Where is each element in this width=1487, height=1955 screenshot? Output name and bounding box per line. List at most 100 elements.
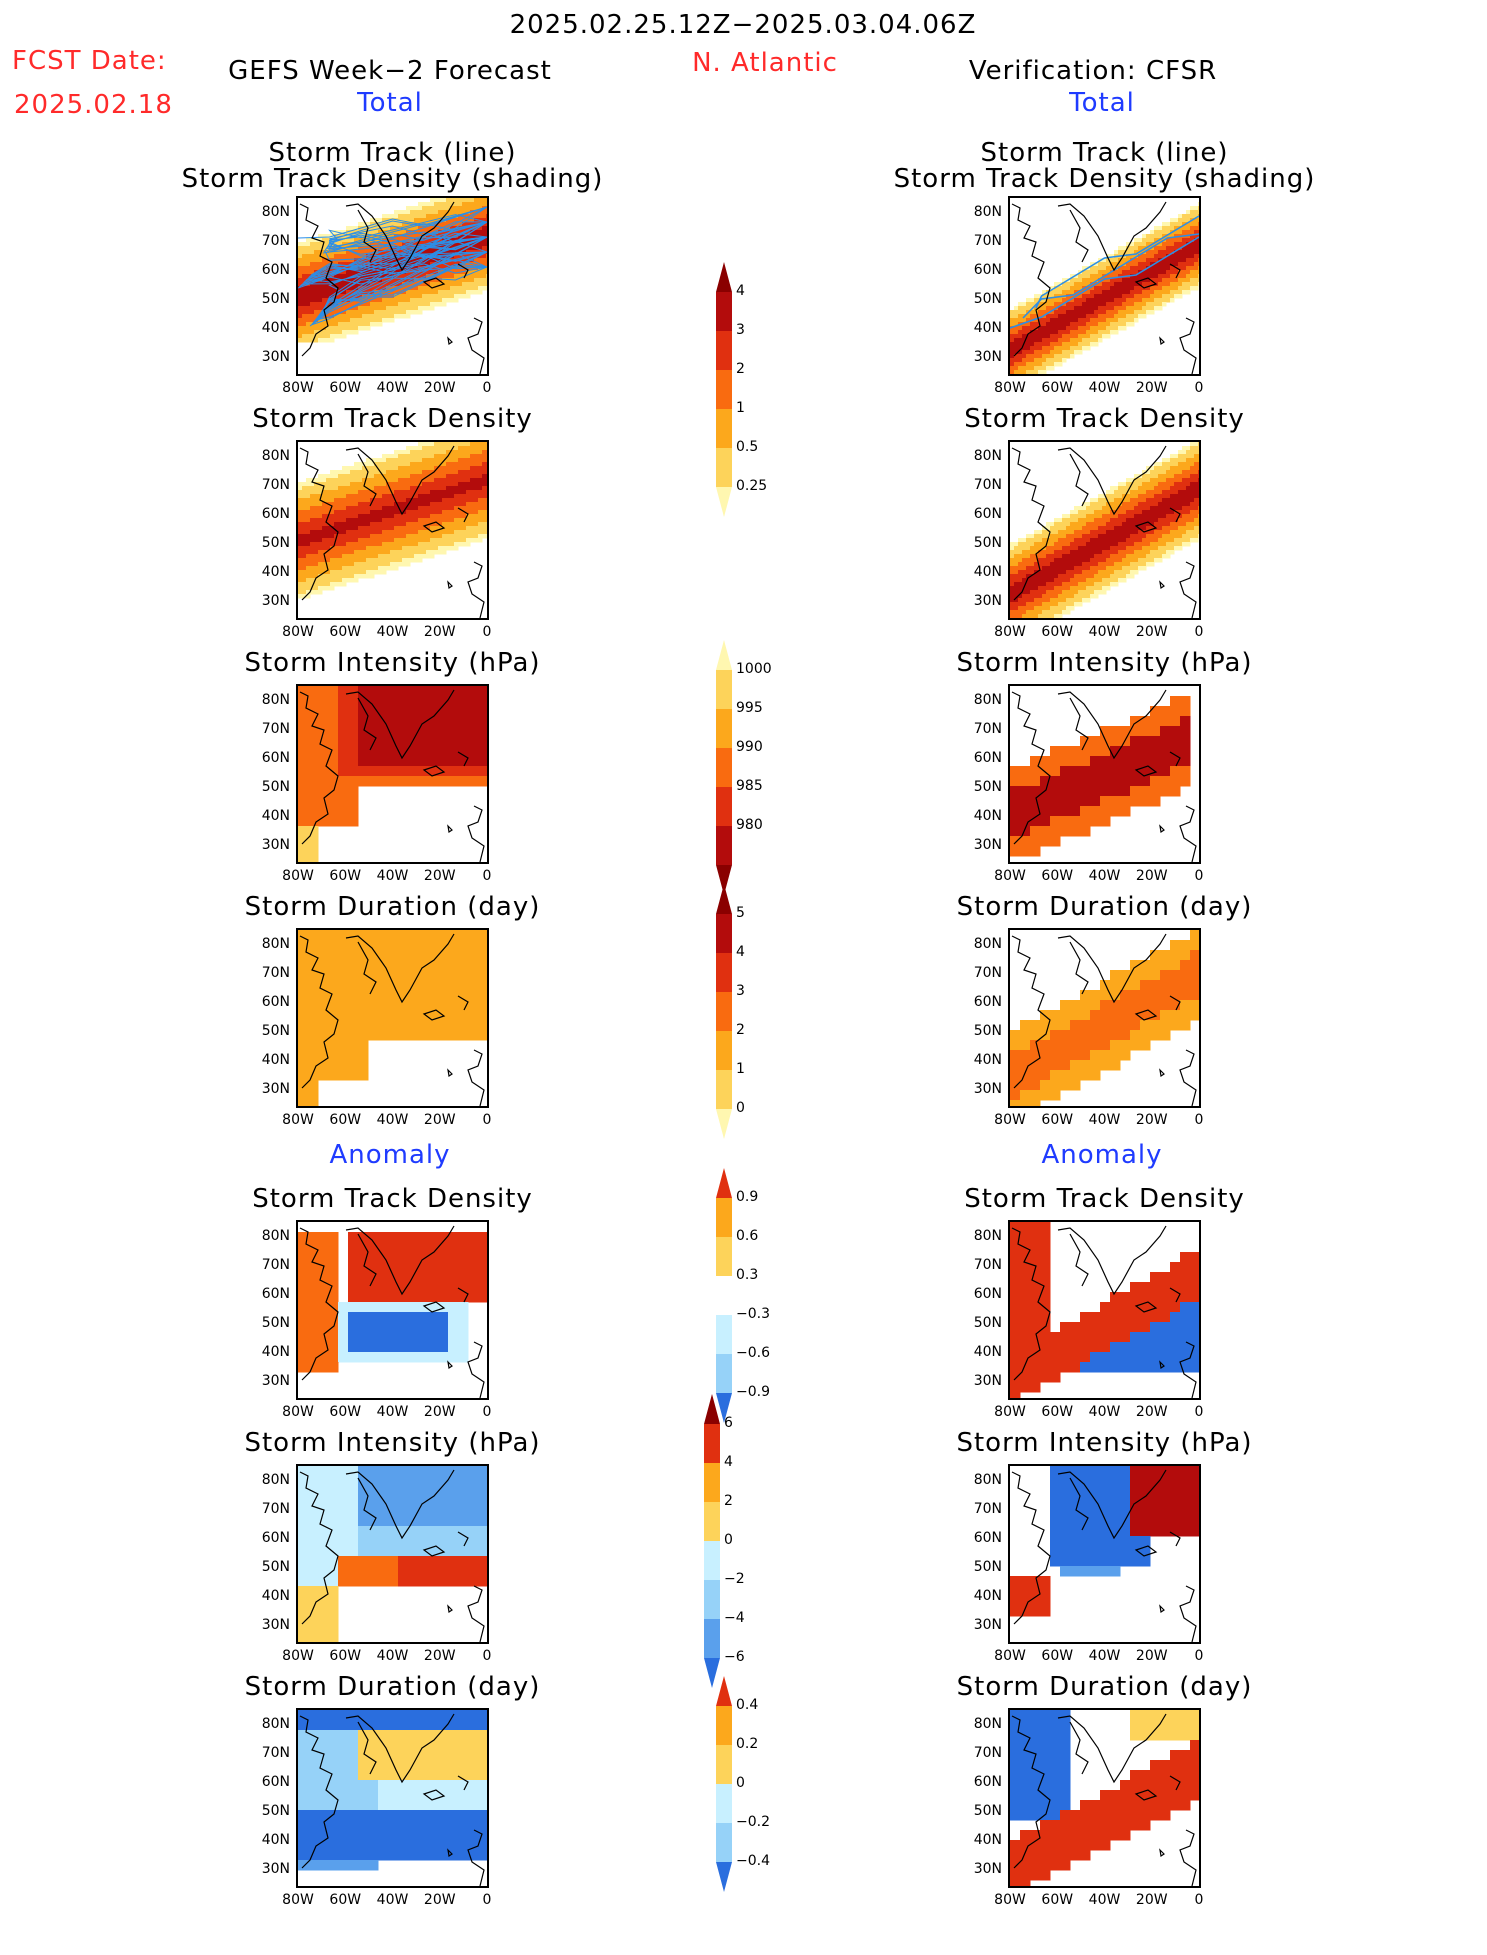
lat-tick-label: 50N — [246, 779, 290, 795]
colorbar-tick-label: 2 — [736, 1022, 745, 1038]
lat-tick-label: 60N — [958, 506, 1002, 522]
shading-layer — [1010, 1710, 1199, 1886]
lon-tick-label: 20W — [1136, 1112, 1168, 1128]
coastline — [1160, 338, 1164, 344]
lon-tick-label: 60W — [1041, 868, 1073, 884]
lat-tick-label: 80N — [958, 204, 1002, 220]
lon-tick-label: 80W — [282, 1648, 314, 1664]
lon-tick-label: 0 — [1195, 1404, 1204, 1420]
lon-tick-label: 20W — [424, 1112, 456, 1128]
lat-tick-label: 50N — [246, 535, 290, 551]
lon-tick-label: 80W — [994, 624, 1026, 640]
coastline — [468, 806, 484, 862]
lat-tick-label: 70N — [246, 477, 290, 493]
panel-title: Storm Track Density — [252, 404, 533, 434]
colorbar-tick-label: 980 — [736, 817, 763, 833]
colorbar-tick-label: −0.6 — [736, 1345, 770, 1361]
lat-tick-label: 60N — [246, 506, 290, 522]
lat-tick-label: 40N — [246, 1052, 290, 1068]
region-title: N. Atlantic — [692, 48, 838, 78]
lat-tick-label: 80N — [246, 1716, 290, 1732]
verification-aintensity-map — [1008, 1464, 1201, 1644]
lon-tick-label: 0 — [483, 1648, 492, 1664]
coastline — [468, 318, 484, 374]
lon-tick-label: 60W — [329, 380, 361, 396]
lat-tick-label: 70N — [958, 965, 1002, 981]
lon-tick-label: 80W — [282, 868, 314, 884]
coastline — [1180, 1830, 1196, 1886]
verification-title: Verification: CFSR — [969, 56, 1217, 86]
shading-layer — [298, 930, 487, 1106]
colorbar-tick-label: 4 — [736, 283, 745, 299]
lat-tick-label: 30N — [958, 349, 1002, 365]
lon-tick-label: 40W — [377, 1112, 409, 1128]
lat-tick-label: 50N — [958, 1803, 1002, 1819]
lon-tick-label: 0 — [1195, 868, 1204, 884]
coastline — [1180, 806, 1196, 862]
lon-tick-label: 60W — [329, 1648, 361, 1664]
lon-tick-label: 60W — [1041, 1404, 1073, 1420]
lon-tick-label: 20W — [424, 1648, 456, 1664]
lon-tick-label: 20W — [424, 1404, 456, 1420]
colorbar-tick-label: 985 — [736, 778, 763, 794]
verification-duration-map — [1008, 928, 1201, 1108]
lat-tick-label: 40N — [958, 564, 1002, 580]
forecast-intensity-map — [296, 684, 489, 864]
lon-tick-label: 60W — [329, 624, 361, 640]
lat-tick-label: 70N — [958, 721, 1002, 737]
colorbar-tick-label: −2 — [724, 1571, 745, 1587]
panel-title: Storm Track Density — [964, 404, 1245, 434]
lon-tick-label: 60W — [1041, 1892, 1073, 1908]
colorbar-tick-label: 0 — [736, 1100, 745, 1116]
colorbar-tick-label: 0.2 — [736, 1736, 758, 1752]
lon-tick-label: 20W — [1136, 1892, 1168, 1908]
coastline — [448, 1070, 452, 1076]
coastline — [448, 1362, 452, 1368]
panel-title: Storm Intensity (hPa) — [244, 1428, 540, 1458]
coastline — [448, 1606, 452, 1612]
lat-tick-label: 30N — [246, 1081, 290, 1097]
lat-tick-label: 80N — [958, 692, 1002, 708]
lon-tick-label: 0 — [483, 868, 492, 884]
colorbar-duration_total — [716, 884, 732, 1202]
lon-tick-label: 80W — [282, 1892, 314, 1908]
colorbar-tick-label: −0.4 — [736, 1853, 770, 1869]
lat-tick-label: 70N — [958, 1257, 1002, 1273]
lat-tick-label: 60N — [246, 750, 290, 766]
lat-tick-label: 40N — [958, 1052, 1002, 1068]
lat-tick-label: 40N — [246, 320, 290, 336]
lat-tick-label: 80N — [958, 1228, 1002, 1244]
lat-tick-label: 40N — [246, 564, 290, 580]
lat-tick-label: 30N — [958, 837, 1002, 853]
verification-intensity-map — [1008, 684, 1201, 864]
forecast-duration-map — [296, 928, 489, 1108]
lon-tick-label: 20W — [1136, 1404, 1168, 1420]
colorbar-tick-label: 0 — [736, 1775, 745, 1791]
coastline — [1180, 1050, 1196, 1106]
lon-tick-label: 0 — [1195, 380, 1204, 396]
lat-tick-label: 50N — [246, 1315, 290, 1331]
lat-tick-label: 60N — [246, 262, 290, 278]
lon-tick-label: 40W — [1089, 1404, 1121, 1420]
lat-tick-label: 70N — [958, 1501, 1002, 1517]
lon-tick-label: 80W — [994, 1404, 1026, 1420]
lon-tick-label: 20W — [1136, 1648, 1168, 1664]
lat-tick-label: 30N — [246, 593, 290, 609]
lat-tick-label: 40N — [246, 1344, 290, 1360]
coastline — [448, 826, 452, 832]
lat-tick-label: 80N — [958, 936, 1002, 952]
lon-tick-label: 60W — [329, 868, 361, 884]
lat-tick-label: 50N — [246, 1803, 290, 1819]
lat-tick-label: 50N — [958, 291, 1002, 307]
lat-tick-label: 70N — [246, 1501, 290, 1517]
lat-tick-label: 60N — [246, 1530, 290, 1546]
shading-layer — [1010, 442, 1199, 618]
date-range-title: 2025.02.25.12Z−2025.03.04.06Z — [510, 10, 977, 40]
lon-tick-label: 60W — [329, 1892, 361, 1908]
colorbar-tick-label: 0.4 — [736, 1697, 758, 1713]
lon-tick-label: 60W — [1041, 380, 1073, 396]
lat-tick-label: 70N — [958, 1745, 1002, 1761]
colorbar-tick-label: −0.3 — [736, 1306, 770, 1322]
colorbar-tick-label: 2 — [736, 361, 745, 377]
lat-tick-label: 60N — [958, 750, 1002, 766]
